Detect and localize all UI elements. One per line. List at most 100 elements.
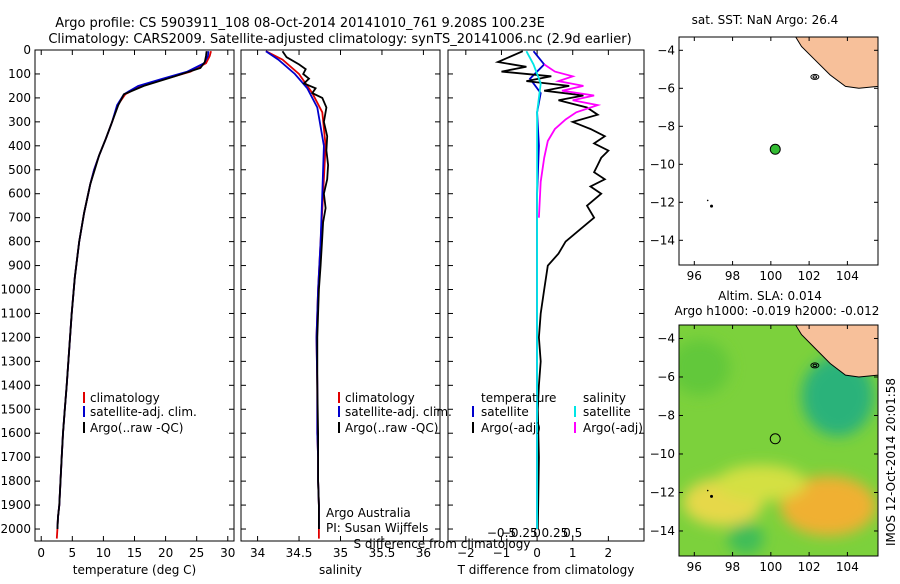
y-tick-label: 1700 bbox=[0, 450, 31, 464]
y-tick-label: −6 bbox=[657, 370, 675, 384]
y-tick-label: 1200 bbox=[0, 330, 31, 344]
legend-label-climatology: climatology bbox=[90, 391, 160, 405]
map-frame bbox=[678, 324, 879, 557]
x-tick-label: −1 bbox=[493, 546, 511, 560]
x-tick-label: 104 bbox=[836, 560, 859, 574]
x-tick-label: 100 bbox=[759, 560, 782, 574]
sla-high-blob bbox=[780, 475, 877, 536]
y-tick-label: 100 bbox=[8, 67, 31, 81]
landmass bbox=[795, 37, 878, 89]
salinity-legend: climatology satellite-adj. clim. Argo(..… bbox=[326, 391, 452, 535]
y-tick-label: 200 bbox=[8, 91, 31, 105]
x-axis-label: T difference from climatology bbox=[457, 563, 635, 577]
island-contour bbox=[812, 75, 818, 79]
x-tick-label: −2 bbox=[457, 546, 475, 560]
y-tick-label: 1800 bbox=[0, 474, 31, 488]
island-contour bbox=[810, 73, 820, 80]
legend-label-s-argo: Argo(-adj) bbox=[583, 421, 643, 435]
y-tick-label: 1300 bbox=[0, 354, 31, 368]
y-tick-label: 1500 bbox=[0, 402, 31, 416]
difference-panel: −2 −1 0 1 2−0.5−0.250 0.250.5T difference fro… bbox=[447, 49, 645, 577]
y-tick-label: −14 bbox=[650, 233, 675, 247]
x-tick-label: 20 bbox=[158, 546, 173, 560]
s-x-tick-label: −0.5 bbox=[487, 526, 516, 540]
y-tick-label: −4 bbox=[657, 331, 675, 345]
x-tick-label: 0 bbox=[37, 546, 45, 560]
y-tick-label: −10 bbox=[650, 157, 675, 171]
argo-float-marker bbox=[769, 143, 781, 155]
y-tick-label: 400 bbox=[8, 139, 31, 153]
difference-legend: temperature satellite Argo(-adj) salinit… bbox=[472, 391, 643, 435]
y-tick-label: −10 bbox=[650, 447, 675, 461]
legend-label-argo: Argo(..raw -QC) bbox=[90, 421, 183, 435]
plot-frame bbox=[447, 49, 645, 542]
plot-frame bbox=[34, 49, 235, 542]
x-tick-label: 5 bbox=[68, 546, 76, 560]
x-tick-label: 102 bbox=[798, 269, 821, 283]
s-x-tick-label: 0 bbox=[533, 526, 541, 540]
series-line-black bbox=[56, 51, 208, 530]
legend-label-t-argo: Argo(-adj) bbox=[481, 421, 541, 435]
y-tick-label: −12 bbox=[650, 485, 675, 499]
figure-title-line2: Climatology: CARS2009. Satellite-adjuste… bbox=[48, 32, 631, 47]
s-x-tick-label: 0.25 bbox=[542, 526, 569, 540]
x-tick-label: 35 bbox=[333, 546, 348, 560]
series-line-magenta bbox=[538, 63, 602, 218]
x-tick-label: 0 bbox=[533, 546, 541, 560]
sst-map-panel: sat. SST: NaN Argo: 26.4 96 98 100 102 104 −4… bbox=[650, 13, 879, 283]
sla-mid-blob bbox=[679, 339, 731, 396]
x-tick-label: 2 bbox=[605, 546, 613, 560]
plot-frame bbox=[240, 49, 441, 542]
sla-map-title: Altim. SLA: 0.014 bbox=[718, 289, 822, 303]
x-tick-label: 36 bbox=[416, 546, 431, 560]
x-tick-label: 96 bbox=[687, 269, 702, 283]
temperature-panel: 0 5 10 15 20 25 300100200300400500600700800900… bbox=[0, 43, 235, 577]
y-tick-label: 700 bbox=[8, 211, 31, 225]
x-axis-label: salinity bbox=[319, 563, 362, 577]
x-tick-label: 98 bbox=[725, 269, 740, 283]
series-line-black bbox=[281, 50, 330, 529]
island-dot bbox=[710, 204, 714, 208]
y-tick-label: 0 bbox=[23, 43, 31, 57]
s-x-tick-label: 0.5 bbox=[563, 526, 582, 540]
temperature-legend: climatology satellite-adj. clim. Argo(..… bbox=[83, 391, 197, 435]
y-tick-label: −12 bbox=[650, 195, 675, 209]
x-tick-label: 15 bbox=[127, 546, 142, 560]
figure-title-line1: Argo profile: CS 5903911_108 08-Oct-2014… bbox=[55, 16, 545, 31]
sst-map-title: sat. SST: NaN Argo: 26.4 bbox=[692, 13, 839, 27]
imos-timestamp: IMOS 12-Oct-2014 20:01:58 bbox=[884, 378, 898, 546]
sla-map-panel: Altim. SLA: 0.014 Argo h1000: -0.019 h20… bbox=[650, 289, 880, 574]
legend-label-climatology: climatology bbox=[345, 391, 415, 405]
series-line-black bbox=[494, 50, 610, 530]
y-tick-label: 2000 bbox=[0, 522, 31, 536]
y-tick-label: 900 bbox=[8, 259, 31, 273]
x-tick-label: 25 bbox=[189, 546, 204, 560]
island-contour bbox=[812, 363, 818, 368]
y-tick-label: 1100 bbox=[0, 306, 31, 320]
x-tick-label: 30 bbox=[220, 546, 235, 560]
legend-label-s-satellite: satellite bbox=[583, 405, 631, 419]
y-tick-label: 300 bbox=[8, 115, 31, 129]
y-tick-label: 1600 bbox=[0, 426, 31, 440]
x-tick-label: 98 bbox=[725, 560, 740, 574]
x-tick-label: 34.5 bbox=[286, 546, 313, 560]
island-dot bbox=[706, 489, 709, 492]
x-tick-label: 35.5 bbox=[369, 546, 396, 560]
landmass bbox=[795, 325, 878, 378]
y-tick-label: 500 bbox=[8, 163, 31, 177]
salinity-panel: 34 34.5 35 35.5 36 salinity bbox=[240, 49, 441, 577]
legend-label-satellite-clim: satellite-adj. clim. bbox=[90, 405, 197, 419]
y-tick-label: −4 bbox=[657, 43, 675, 57]
legend-header-temperature: temperature bbox=[481, 391, 556, 405]
top-label-s-difference: S difference from climatology bbox=[354, 537, 531, 551]
annotation-pi-name: PI: Susan Wijffels bbox=[326, 521, 428, 535]
island-dot bbox=[706, 199, 709, 202]
x-axis-label: temperature (deg C) bbox=[73, 563, 196, 577]
map-content bbox=[706, 37, 878, 208]
series-line-cyan bbox=[525, 50, 542, 529]
legend-header-salinity: salinity bbox=[583, 391, 626, 405]
legend-label-argo: Argo(..raw -QC) bbox=[345, 421, 438, 435]
y-tick-label: 800 bbox=[8, 235, 31, 249]
